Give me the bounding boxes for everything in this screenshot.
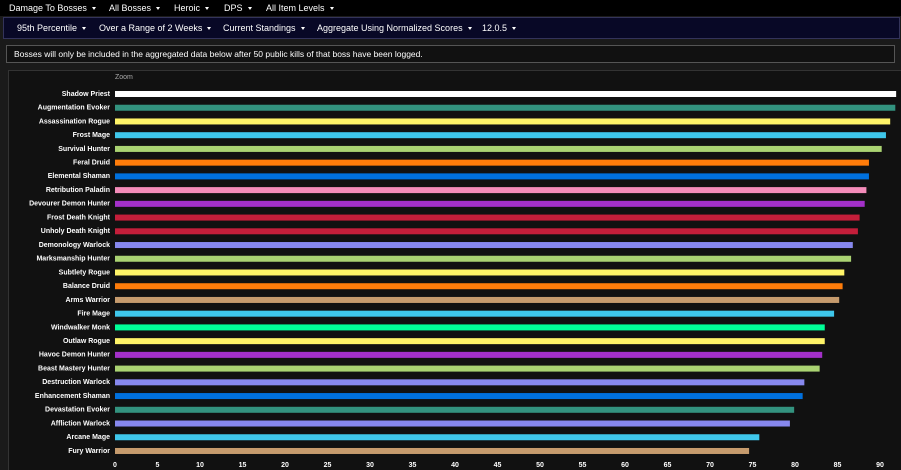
x-tick-label: 40: [451, 462, 459, 469]
y-tick-label: Devastation Evoker: [45, 407, 110, 414]
x-tick-label: 35: [409, 462, 417, 469]
bar: [115, 187, 867, 194]
bar: [115, 173, 869, 180]
y-tick-label: Shadow Priest: [62, 91, 111, 98]
bar: [115, 283, 843, 290]
bar: [115, 242, 853, 249]
y-tick-label: Outlaw Rogue: [63, 338, 110, 345]
bar: [115, 255, 852, 262]
y-tick-label: Frost Mage: [73, 132, 110, 139]
option-dropdown[interactable]: Over a Range of 2 Weeks: [99, 23, 211, 33]
x-tick-label: 30: [366, 462, 374, 469]
bar: [115, 269, 845, 276]
bar: [115, 447, 750, 454]
option-dropdown[interactable]: 95th Percentile: [17, 23, 86, 33]
bar: [115, 228, 858, 235]
bar: [115, 365, 820, 372]
y-tick-label: Balance Druid: [63, 283, 110, 290]
bar: [115, 200, 865, 207]
y-tick-label: Unholy Death Knight: [41, 228, 111, 235]
y-tick-label: Subtlety Rogue: [59, 269, 110, 276]
filter-dropdown[interactable]: All Bosses: [109, 3, 160, 13]
bar: [115, 145, 882, 152]
bar: [115, 351, 823, 358]
bar: [115, 393, 803, 400]
y-tick-label: Enhancement Shaman: [35, 393, 110, 400]
y-tick-label: Marksmanship Hunter: [36, 256, 110, 263]
bar: [115, 420, 790, 427]
filter-dropdown[interactable]: All Item Levels: [266, 3, 334, 13]
y-tick-label: Devourer Demon Hunter: [29, 201, 110, 208]
bar: [115, 91, 897, 97]
x-tick-label: 90: [876, 462, 884, 469]
y-tick-label: Survival Hunter: [58, 146, 110, 153]
y-tick-label: Augmentation Evoker: [38, 105, 111, 112]
x-tick-label: 15: [239, 462, 247, 469]
option-dropdown[interactable]: Aggregate Using Normalized Scores: [317, 23, 472, 33]
x-tick-label: 45: [494, 462, 502, 469]
x-tick-label: 80: [791, 462, 799, 469]
x-tick-label: 60: [621, 462, 629, 469]
filter-dropdown[interactable]: Heroic: [174, 3, 209, 13]
bar: [115, 406, 795, 413]
filter-dropdown[interactable]: Damage To Bosses: [9, 3, 96, 13]
y-tick-label: Arms Warrior: [66, 297, 111, 304]
x-tick-label: 10: [196, 462, 204, 469]
bar: [115, 324, 825, 331]
zoom-label: Zoom: [115, 74, 133, 81]
x-tick-label: 20: [281, 462, 289, 469]
y-tick-label: Destruction Warlock: [42, 379, 110, 386]
bar: [115, 296, 840, 303]
x-tick-label: 75: [749, 462, 757, 469]
y-tick-label: Windwalker Monk: [51, 324, 110, 331]
option-dropdown[interactable]: Current Standings: [223, 23, 305, 33]
bar: [115, 214, 860, 221]
y-tick-label: Retribution Paladin: [46, 187, 110, 194]
y-tick-label: Arcane Mage: [66, 434, 110, 441]
bar: [115, 338, 825, 345]
filter-dropdown[interactable]: DPS: [224, 3, 252, 13]
y-tick-label: Fire Mage: [77, 311, 110, 318]
x-tick-label: 50: [536, 462, 544, 469]
x-tick-label: 5: [156, 462, 160, 469]
y-tick-label: Frost Death Knight: [47, 214, 111, 221]
x-tick-label: 25: [324, 462, 332, 469]
y-tick-label: Fury Warrior: [68, 448, 110, 455]
y-tick-label: Affliction Warlock: [51, 420, 110, 427]
x-tick-label: 0: [113, 462, 117, 469]
notice: Bosses will only be included in the aggr…: [6, 45, 895, 63]
x-tick-label: 55: [579, 462, 587, 469]
bar: [115, 159, 869, 166]
x-tick-label: 70: [706, 462, 714, 469]
x-tick-label: 85: [834, 462, 842, 469]
y-tick-label: Elemental Shaman: [48, 173, 110, 180]
bar: [115, 379, 805, 386]
y-tick-label: Demonology Warlock: [39, 242, 110, 249]
bar: [115, 434, 760, 441]
bar: [115, 132, 886, 139]
y-tick-label: Havoc Demon Hunter: [39, 352, 110, 359]
x-tick-label: 65: [664, 462, 672, 469]
bar: [115, 118, 891, 125]
y-tick-label: Assassination Rogue: [39, 118, 110, 125]
option-bar: 95th Percentile Over a Range of 2 Weeks Cu…: [3, 17, 900, 39]
y-tick-label: Beast Mastery Hunter: [38, 365, 110, 372]
option-dropdown[interactable]: 12.0.5: [482, 23, 516, 33]
y-tick-label: Feral Druid: [73, 159, 110, 166]
bar: [115, 104, 896, 111]
filter-bar: Damage To Bosses All Bosses Heroic DPS All I…: [0, 0, 901, 16]
bar: [115, 310, 835, 317]
